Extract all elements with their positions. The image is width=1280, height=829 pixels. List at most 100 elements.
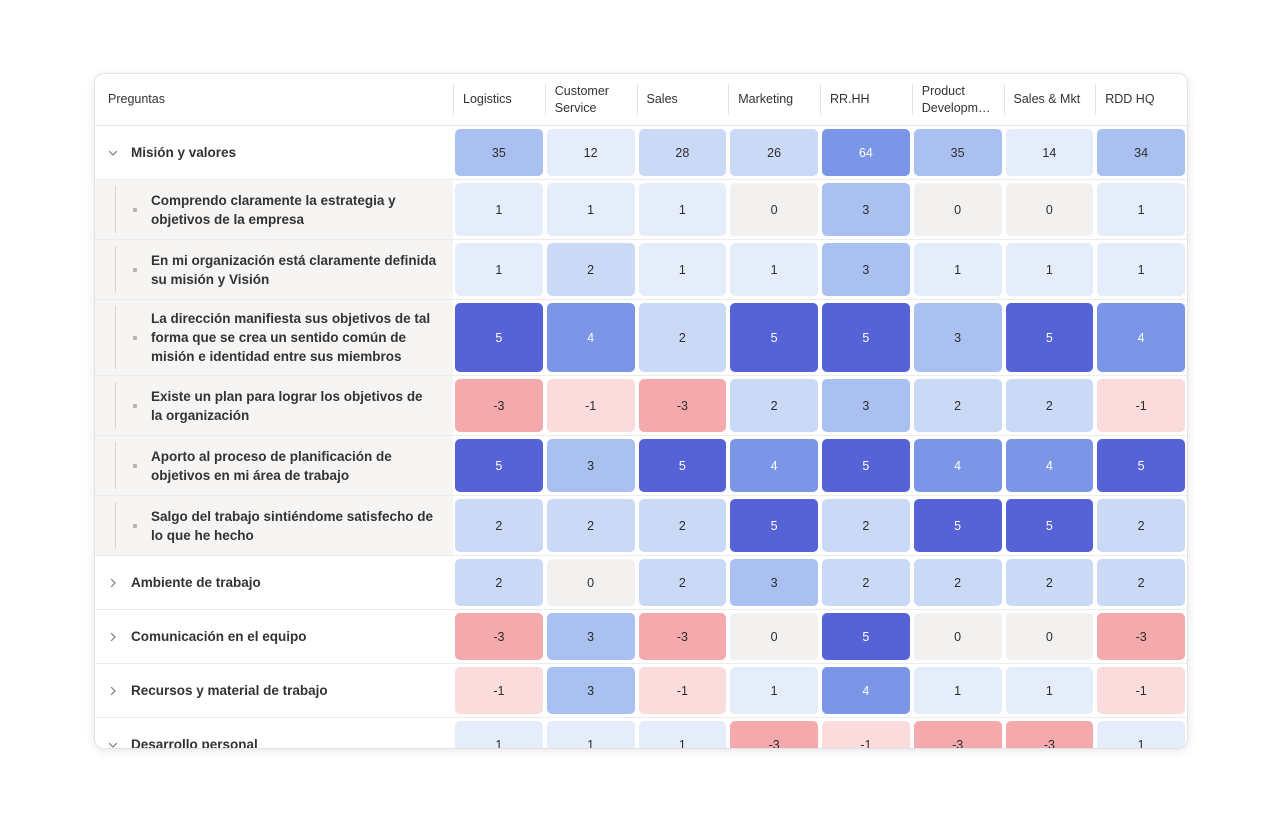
score-cell[interactable]: 2	[453, 555, 545, 610]
score-cell[interactable]: 2	[1003, 555, 1096, 610]
score-cell[interactable]: -1	[636, 663, 729, 718]
chevron-right-icon[interactable]	[95, 578, 131, 588]
score-cell[interactable]: 26	[728, 125, 820, 180]
score-cell[interactable]: 35	[453, 125, 545, 180]
score-cell[interactable]: 3	[820, 239, 912, 300]
score-cell[interactable]: 0	[1003, 179, 1096, 240]
category-cell[interactable]: Misión y valores	[95, 125, 453, 180]
category-cell[interactable]: Recursos y material de trabajo	[95, 663, 453, 718]
score-cell[interactable]: 2	[544, 495, 637, 556]
score-cell[interactable]: 12	[544, 125, 637, 180]
department-column-header[interactable]: Marketing	[728, 74, 820, 126]
score-cell[interactable]: 0	[911, 179, 1004, 240]
category-cell[interactable]: Ambiente de trabajo	[95, 555, 453, 610]
score-cell[interactable]: 5	[453, 299, 545, 376]
score-cell[interactable]: 1	[1003, 239, 1096, 300]
score-cell[interactable]: 0	[911, 609, 1004, 664]
score-cell[interactable]: 28	[636, 125, 729, 180]
score-cell[interactable]: 2	[820, 555, 912, 610]
score-cell[interactable]: 2	[636, 495, 729, 556]
category-cell[interactable]: Desarrollo personal	[95, 717, 453, 749]
score-cell[interactable]: 3	[728, 555, 820, 610]
score-cell[interactable]: 5	[820, 609, 912, 664]
department-column-header[interactable]: Sales	[636, 74, 729, 126]
score-cell[interactable]: 1	[728, 663, 820, 718]
score-cell[interactable]: 1	[453, 239, 545, 300]
score-cell[interactable]: 34	[1095, 125, 1187, 180]
score-cell[interactable]: 2	[453, 495, 545, 556]
score-cell[interactable]: -3	[636, 609, 729, 664]
department-column-header[interactable]: Logistics	[453, 74, 545, 126]
score-cell[interactable]: -1	[453, 663, 545, 718]
score-cell[interactable]: 1	[911, 239, 1004, 300]
score-cell[interactable]: 1	[636, 239, 729, 300]
score-cell[interactable]: -3	[453, 375, 545, 436]
score-cell[interactable]: -1	[544, 375, 637, 436]
score-cell[interactable]: 3	[544, 663, 637, 718]
department-column-header[interactable]: Customer Service	[544, 74, 637, 126]
score-cell[interactable]: 1	[728, 239, 820, 300]
score-cell[interactable]: 1	[1095, 717, 1187, 748]
score-cell[interactable]: 3	[544, 609, 637, 664]
score-cell[interactable]: -3	[1003, 717, 1096, 748]
score-cell[interactable]: 3	[911, 299, 1004, 376]
score-cell[interactable]: 5	[820, 435, 912, 496]
questions-column-header[interactable]: Preguntas	[95, 74, 453, 126]
score-cell[interactable]: -3	[728, 717, 820, 748]
score-cell[interactable]: 2	[544, 239, 637, 300]
score-cell[interactable]: 3	[820, 375, 912, 436]
chevron-right-icon[interactable]	[95, 632, 131, 642]
department-column-header[interactable]: RR.HH	[820, 74, 912, 126]
score-cell[interactable]: 0	[728, 609, 820, 664]
score-cell[interactable]: 5	[728, 495, 820, 556]
score-cell[interactable]: -3	[1095, 609, 1187, 664]
chevron-right-icon[interactable]	[95, 686, 131, 696]
score-cell[interactable]: 1	[636, 179, 729, 240]
score-cell[interactable]: 5	[1003, 495, 1096, 556]
score-cell[interactable]: 35	[911, 125, 1004, 180]
department-column-header[interactable]: RDD HQ	[1095, 74, 1187, 126]
score-cell[interactable]: 1	[636, 717, 729, 748]
score-cell[interactable]: -3	[453, 609, 545, 664]
score-cell[interactable]: 2	[911, 555, 1004, 610]
score-cell[interactable]: 1	[1003, 663, 1096, 718]
score-cell[interactable]: 1	[544, 179, 637, 240]
score-cell[interactable]: -1	[820, 717, 912, 748]
score-cell[interactable]: 5	[728, 299, 820, 376]
score-cell[interactable]: 2	[728, 375, 820, 436]
score-cell[interactable]: 4	[544, 299, 637, 376]
score-cell[interactable]: 1	[1095, 179, 1187, 240]
score-cell[interactable]: -3	[636, 375, 729, 436]
score-cell[interactable]: -3	[911, 717, 1004, 748]
score-cell[interactable]: 2	[1095, 555, 1187, 610]
score-cell[interactable]: 2	[636, 299, 729, 376]
score-cell[interactable]: 5	[820, 299, 912, 376]
score-cell[interactable]: 1	[453, 179, 545, 240]
score-cell[interactable]: 4	[820, 663, 912, 718]
score-cell[interactable]: 3	[820, 179, 912, 240]
score-cell[interactable]: 3	[544, 435, 637, 496]
score-cell[interactable]: 5	[1095, 435, 1187, 496]
score-cell[interactable]: 4	[1003, 435, 1096, 496]
score-cell[interactable]: 2	[1095, 495, 1187, 556]
score-cell[interactable]: 1	[911, 663, 1004, 718]
category-cell[interactable]: Comunicación en el equipo	[95, 609, 453, 664]
department-column-header[interactable]: Sales & Mkt	[1003, 74, 1096, 126]
score-cell[interactable]: 4	[1095, 299, 1187, 376]
score-cell[interactable]: 14	[1003, 125, 1096, 180]
score-cell[interactable]: 0	[728, 179, 820, 240]
score-cell[interactable]: 5	[636, 435, 729, 496]
score-cell[interactable]: 2	[1003, 375, 1096, 436]
score-cell[interactable]: 5	[453, 435, 545, 496]
score-cell[interactable]: -1	[1095, 663, 1187, 718]
score-cell[interactable]: 64	[820, 125, 912, 180]
score-cell[interactable]: 1	[1095, 239, 1187, 300]
score-cell[interactable]: 2	[636, 555, 729, 610]
score-cell[interactable]: 1	[544, 717, 637, 748]
score-cell[interactable]: -1	[1095, 375, 1187, 436]
score-cell[interactable]: 2	[820, 495, 912, 556]
score-cell[interactable]: 1	[453, 717, 545, 748]
chevron-down-icon[interactable]	[95, 148, 131, 158]
chevron-down-icon[interactable]	[95, 740, 131, 749]
score-cell[interactable]: 0	[544, 555, 637, 610]
